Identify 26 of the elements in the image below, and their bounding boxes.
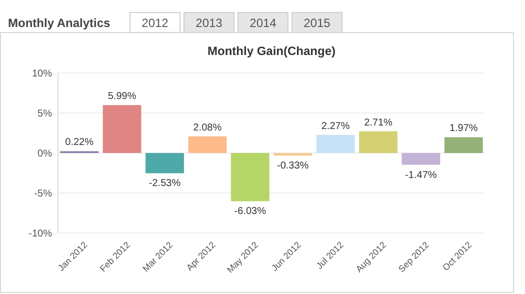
bar: [274, 153, 312, 156]
bar: [402, 153, 440, 165]
y-tick-label: 5%: [38, 108, 52, 120]
data-label: -0.33%: [277, 160, 309, 172]
bar: [188, 136, 227, 153]
data-label: -1.47%: [405, 170, 437, 181]
bar: [444, 137, 483, 153]
data-label: 2.27%: [321, 120, 350, 132]
bar: [230, 153, 270, 202]
y-tick-label: 10%: [32, 68, 52, 80]
bar: [316, 134, 355, 153]
data-label: 2.71%: [364, 117, 393, 128]
data-label: 1.97%: [449, 123, 478, 134]
y-tick-label: 0%: [38, 148, 52, 160]
data-label: 0.22%: [65, 137, 94, 148]
bar: [359, 131, 398, 153]
data-label: -2.53%: [148, 178, 181, 190]
data-label: 2.08%: [193, 122, 222, 134]
data-label: 5.99%: [108, 91, 136, 102]
chart-title: Monthly Gain(Change): [208, 44, 336, 58]
y-tick-label: -10%: [28, 228, 52, 240]
data-label: -6.03%: [234, 206, 266, 218]
bar: [146, 153, 184, 174]
bar: [102, 105, 142, 153]
y-tick-label: -5%: [34, 188, 52, 200]
tab-strip: Monthly Analytics 2012 2013 2014 2015: [8, 12, 342, 33]
